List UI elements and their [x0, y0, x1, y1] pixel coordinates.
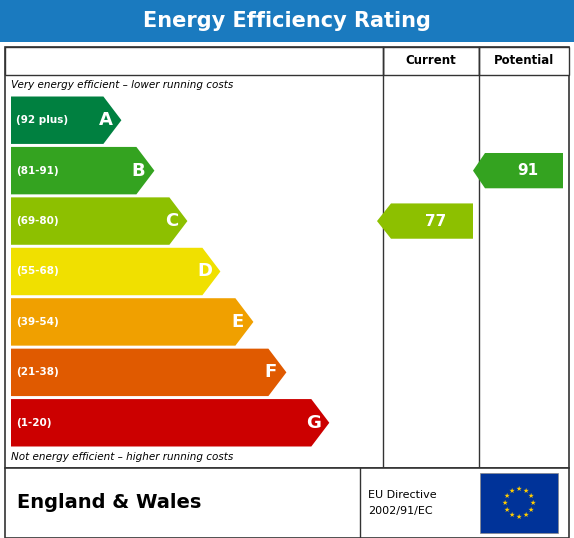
Text: 77: 77 — [425, 214, 447, 229]
Polygon shape — [11, 96, 121, 144]
Bar — [0, 0, 574, 42]
Text: 91: 91 — [517, 163, 538, 178]
Text: ★: ★ — [504, 507, 510, 513]
Text: EU Directive: EU Directive — [368, 490, 437, 500]
Bar — [5, 468, 569, 538]
Text: (21-38): (21-38) — [16, 367, 59, 377]
Text: ★: ★ — [502, 500, 508, 506]
Bar — [5, 47, 383, 75]
Text: Energy Efficiency Rating: Energy Efficiency Rating — [143, 11, 431, 31]
Bar — [5, 47, 569, 468]
Text: (55-68): (55-68) — [16, 266, 59, 277]
Text: B: B — [131, 161, 145, 180]
Bar — [479, 47, 569, 75]
Bar — [383, 47, 479, 75]
Polygon shape — [473, 153, 563, 188]
Text: E: E — [231, 313, 243, 331]
Text: ★: ★ — [504, 493, 510, 499]
Text: Potential: Potential — [494, 54, 554, 67]
Text: (39-54): (39-54) — [16, 317, 59, 327]
Polygon shape — [11, 197, 187, 245]
Text: ★: ★ — [509, 512, 515, 518]
Text: 2002/91/EC: 2002/91/EC — [368, 506, 433, 516]
Text: ★: ★ — [523, 512, 529, 518]
Polygon shape — [11, 298, 253, 345]
Text: D: D — [197, 263, 212, 280]
Text: (1-20): (1-20) — [16, 418, 52, 428]
Text: (81-91): (81-91) — [16, 166, 59, 175]
Polygon shape — [11, 248, 220, 295]
Bar — [480, 473, 558, 533]
Text: C: C — [165, 212, 178, 230]
Text: ★: ★ — [528, 507, 534, 513]
Polygon shape — [11, 147, 154, 194]
Text: (92 plus): (92 plus) — [16, 115, 68, 125]
Text: ★: ★ — [516, 486, 522, 492]
Polygon shape — [377, 203, 473, 239]
Text: Not energy efficient – higher running costs: Not energy efficient – higher running co… — [11, 452, 233, 462]
Text: Current: Current — [406, 54, 456, 67]
Text: ★: ★ — [523, 488, 529, 494]
Text: F: F — [264, 363, 277, 381]
Text: (69-80): (69-80) — [16, 216, 59, 226]
Text: A: A — [99, 111, 113, 129]
Text: ★: ★ — [516, 514, 522, 520]
Text: ★: ★ — [528, 493, 534, 499]
Text: England & Wales: England & Wales — [17, 493, 201, 513]
Polygon shape — [11, 399, 329, 447]
Polygon shape — [11, 349, 286, 396]
Text: Very energy efficient – lower running costs: Very energy efficient – lower running co… — [11, 80, 233, 90]
Text: ★: ★ — [530, 500, 536, 506]
Text: ★: ★ — [509, 488, 515, 494]
Text: G: G — [306, 414, 321, 432]
